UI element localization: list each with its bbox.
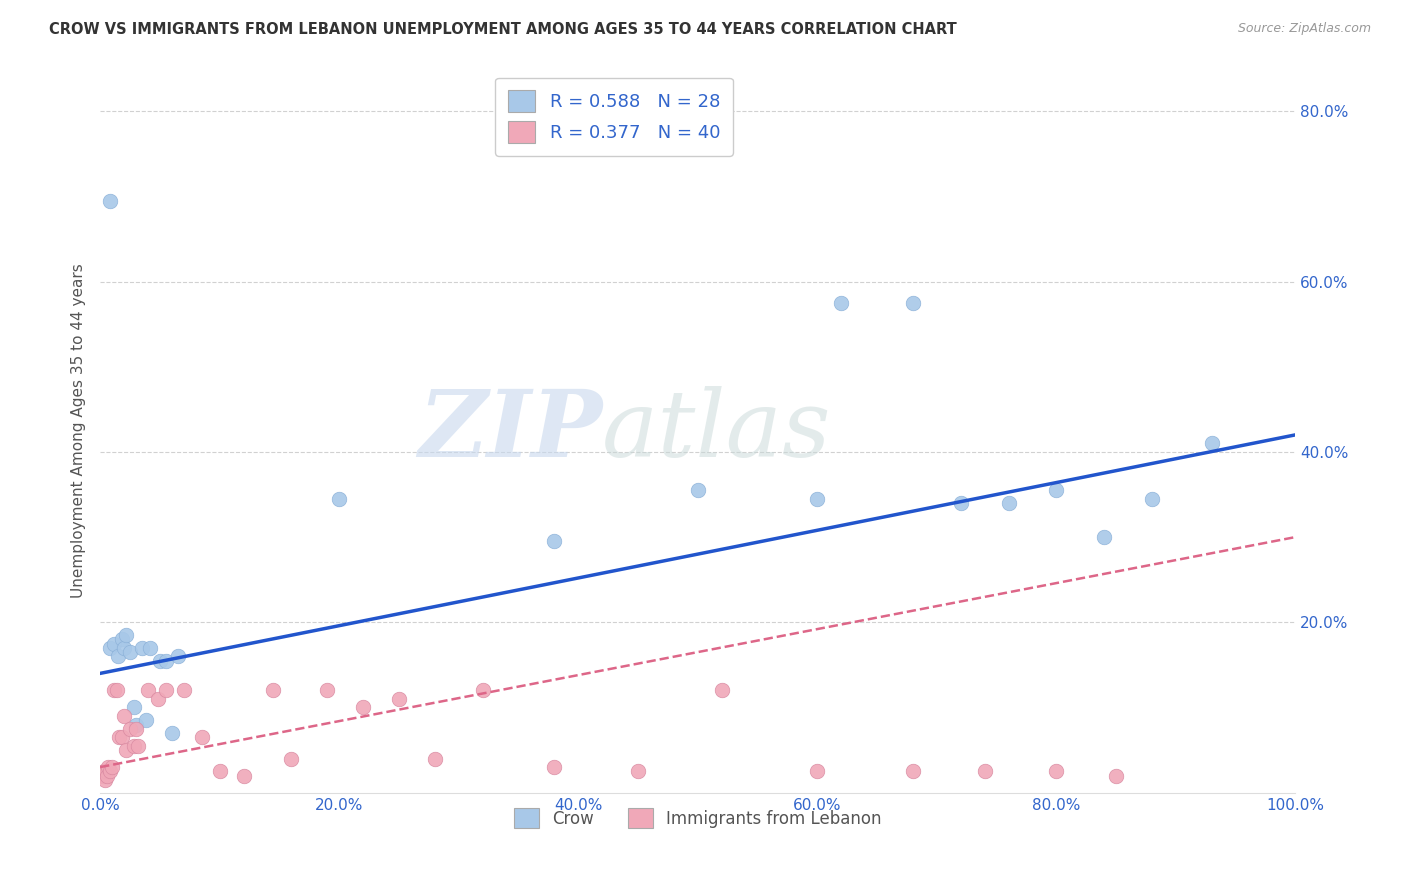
- Point: [208, 764, 231, 779]
- Point: [103, 683, 125, 698]
- Point: [98, 764, 121, 779]
- Point: [973, 764, 995, 779]
- Text: atlas: atlas: [602, 385, 832, 475]
- Point: [103, 636, 125, 650]
- Point: [115, 628, 138, 642]
- Point: [108, 731, 131, 745]
- Point: [125, 717, 148, 731]
- Point: [1045, 764, 1067, 779]
- Point: [118, 722, 141, 736]
- Point: [115, 743, 138, 757]
- Point: [388, 692, 411, 706]
- Point: [112, 709, 135, 723]
- Point: [136, 683, 159, 698]
- Point: [94, 772, 117, 787]
- Point: [91, 769, 114, 783]
- Point: [155, 654, 177, 668]
- Point: [98, 640, 121, 655]
- Point: [118, 645, 141, 659]
- Point: [107, 649, 129, 664]
- Point: [543, 534, 565, 549]
- Point: [471, 683, 494, 698]
- Point: [131, 640, 153, 655]
- Point: [127, 739, 149, 753]
- Text: CROW VS IMMIGRANTS FROM LEBANON UNEMPLOYMENT AMONG AGES 35 TO 44 YEARS CORRELATI: CROW VS IMMIGRANTS FROM LEBANON UNEMPLOY…: [49, 22, 957, 37]
- Point: [1140, 491, 1163, 506]
- Point: [166, 649, 188, 664]
- Point: [806, 764, 828, 779]
- Point: [97, 760, 120, 774]
- Point: [105, 683, 128, 698]
- Point: [155, 683, 177, 698]
- Point: [328, 491, 350, 506]
- Point: [686, 483, 709, 498]
- Point: [146, 692, 169, 706]
- Point: [96, 769, 118, 783]
- Point: [122, 700, 145, 714]
- Point: [1201, 436, 1223, 450]
- Point: [93, 764, 115, 779]
- Point: [160, 726, 183, 740]
- Point: [135, 713, 157, 727]
- Y-axis label: Unemployment Among Ages 35 to 44 years: Unemployment Among Ages 35 to 44 years: [72, 263, 86, 598]
- Point: [122, 739, 145, 753]
- Point: [997, 496, 1019, 510]
- Point: [232, 769, 254, 783]
- Point: [901, 764, 924, 779]
- Point: [806, 491, 828, 506]
- Point: [627, 764, 650, 779]
- Point: [423, 751, 446, 765]
- Point: [949, 496, 972, 510]
- Point: [125, 722, 148, 736]
- Point: [112, 640, 135, 655]
- Point: [1105, 769, 1128, 783]
- Point: [111, 632, 134, 647]
- Point: [101, 760, 124, 774]
- Point: [111, 731, 134, 745]
- Point: [280, 751, 302, 765]
- Point: [901, 295, 924, 310]
- Point: [262, 683, 284, 698]
- Point: [710, 683, 733, 698]
- Point: [1092, 530, 1115, 544]
- Text: ZIP: ZIP: [418, 385, 602, 475]
- Point: [352, 700, 374, 714]
- Point: [543, 760, 565, 774]
- Point: [1045, 483, 1067, 498]
- Point: [94, 764, 117, 779]
- Point: [149, 654, 172, 668]
- Point: [190, 731, 212, 745]
- Point: [139, 640, 162, 655]
- Point: [98, 194, 121, 208]
- Point: [830, 295, 852, 310]
- Point: [173, 683, 195, 698]
- Text: Source: ZipAtlas.com: Source: ZipAtlas.com: [1237, 22, 1371, 36]
- Point: [316, 683, 339, 698]
- Legend: Crow, Immigrants from Lebanon: Crow, Immigrants from Lebanon: [508, 801, 889, 835]
